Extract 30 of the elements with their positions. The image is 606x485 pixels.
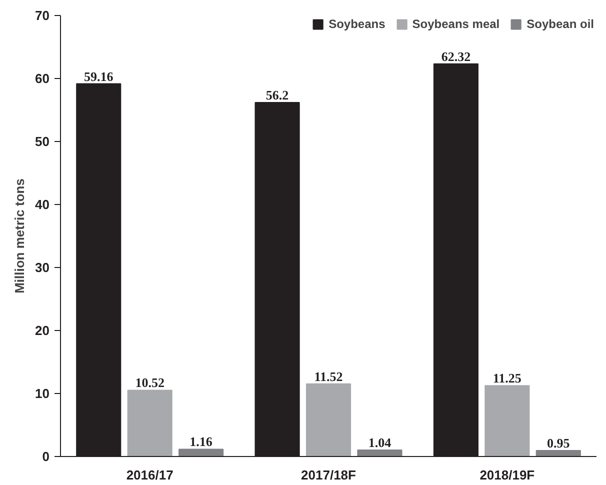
- data-label: 0.95: [547, 436, 570, 451]
- data-label: 59.16: [84, 68, 114, 84]
- bar: [127, 390, 172, 456]
- data-label: 10.52: [135, 375, 164, 390]
- legend-label: Soybeans: [328, 17, 386, 31]
- x-tick-label: 2016/17: [126, 468, 174, 482]
- y-tick-label: 20: [35, 323, 50, 338]
- y-tick-label: 60: [35, 71, 50, 86]
- x-tick-label: 2017/18F: [301, 468, 356, 482]
- bar: [357, 449, 402, 456]
- bar: [536, 450, 581, 456]
- y-axis-title: Million metric tons: [12, 178, 28, 294]
- bar: [484, 385, 530, 456]
- y-tick-label: 70: [35, 8, 50, 23]
- data-label: 56.2: [266, 87, 289, 102]
- y-tick-label: 40: [35, 197, 50, 212]
- y-tick-label: 50: [35, 134, 50, 149]
- y-tick-label: 10: [35, 386, 50, 401]
- data-label: 1.16: [190, 434, 213, 450]
- y-tick-label: 30: [35, 260, 50, 275]
- x-tick-label: 2018/19F: [480, 468, 535, 482]
- bar: [178, 448, 224, 456]
- data-label: 11.52: [314, 368, 343, 384]
- y-tick-label: 0: [42, 449, 50, 464]
- legend-label: Soybean oil: [526, 17, 594, 31]
- data-label: 62.32: [441, 48, 471, 64]
- data-label: 11.25: [492, 370, 522, 386]
- data-label: 1.04: [368, 434, 392, 450]
- legend-label: Soybeans meal: [412, 17, 500, 31]
- bar: [306, 383, 352, 456]
